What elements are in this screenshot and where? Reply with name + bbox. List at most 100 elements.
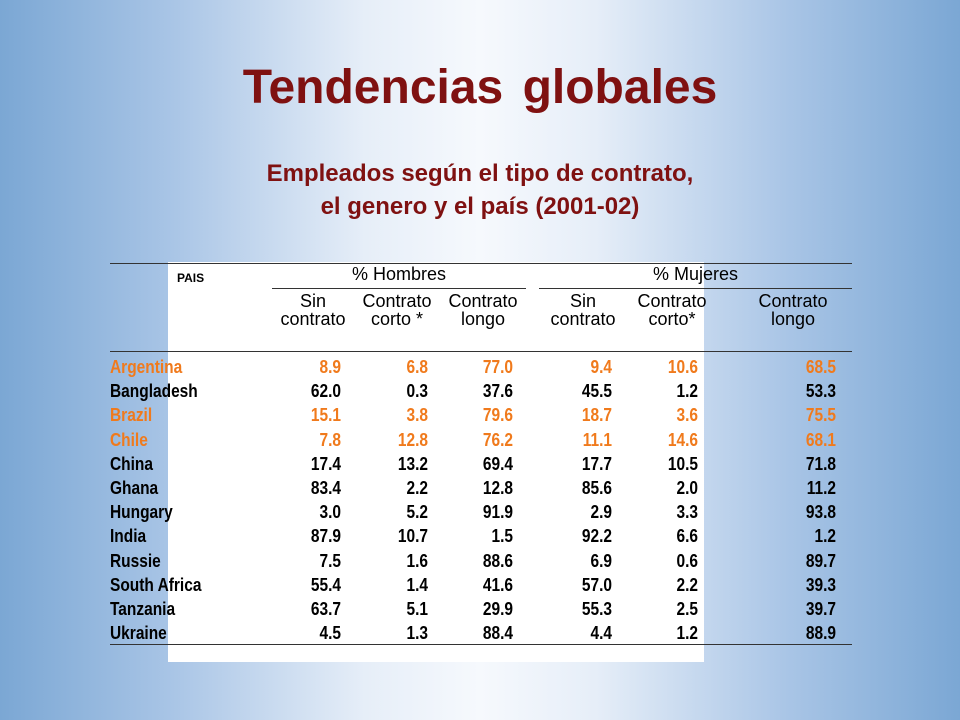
- pais-header: PAIS: [177, 271, 205, 285]
- men-group-rule: [272, 288, 526, 289]
- men-value-1: 15.1: [310, 405, 341, 426]
- men-value-2: 5.2: [406, 502, 428, 523]
- men-value-3: 12.8: [482, 478, 513, 498]
- women-value-3: 11.2: [806, 478, 836, 498]
- men-group-header: % Hombres: [351, 264, 447, 284]
- men-value-2: 1.3: [406, 623, 428, 644]
- men-value-3: 77.0: [482, 357, 513, 377]
- country-name: Russie: [110, 550, 161, 571]
- women-value-3: 89.7: [805, 550, 836, 571]
- country-name: China: [110, 453, 154, 474]
- women-value-3: 68.1: [805, 429, 836, 450]
- men-value-2: 2.2: [406, 478, 428, 498]
- men-value-2: 1.6: [406, 550, 428, 571]
- men-col-2-header: Contrato corto *: [362, 291, 432, 329]
- top-rule: [110, 263, 852, 264]
- women-value-2: 2.0: [676, 478, 698, 498]
- women-value-2: 14.6: [667, 429, 698, 450]
- women-value-1: 85.6: [581, 478, 612, 498]
- men-value-3: 91.9: [482, 502, 513, 523]
- country-name: Ghana: [110, 478, 159, 498]
- women-value-3: 39.3: [805, 574, 836, 595]
- women-value-2: 2.5: [676, 599, 698, 619]
- women-value-2: 3.3: [676, 502, 698, 523]
- women-value-2: 2.2: [676, 574, 698, 595]
- men-value-2: 10.7: [397, 526, 428, 547]
- men-value-1: 7.5: [319, 550, 341, 571]
- men-value-1: 7.8: [319, 429, 341, 450]
- women-value-1: 92.2: [581, 526, 612, 547]
- women-col-3-header: Contrato longo: [758, 291, 828, 329]
- country-name: Hungary: [110, 502, 173, 523]
- men-col-1-header: Sin contrato: [280, 291, 346, 329]
- women-value-3: 88.9: [805, 623, 836, 644]
- women-col-1-header: Sin contrato: [550, 291, 616, 329]
- women-value-2: 1.2: [676, 623, 698, 644]
- women-col-2-header: Contrato corto*: [637, 291, 707, 329]
- table-panel: [168, 262, 704, 662]
- men-value-1: 62.0: [310, 381, 341, 402]
- country-name: Brazil: [110, 405, 153, 426]
- women-value-3: 71.8: [805, 453, 836, 474]
- men-value-3: 88.4: [482, 623, 513, 644]
- men-value-1: 83.4: [310, 478, 341, 498]
- men-value-3: 29.9: [482, 599, 513, 619]
- men-value-2: 13.2: [397, 453, 428, 474]
- men-value-2: 3.8: [406, 405, 428, 426]
- women-value-3: 39.7: [805, 599, 836, 619]
- women-value-2: 10.5: [667, 453, 698, 474]
- women-value-1: 17.7: [581, 453, 612, 474]
- women-value-3: 93.8: [805, 502, 836, 523]
- country-name: Ukraine: [110, 623, 167, 644]
- men-value-1: 8.9: [319, 357, 341, 377]
- men-value-3: 76.2: [482, 429, 513, 450]
- men-value-3: 88.6: [482, 550, 513, 571]
- women-value-1: 6.9: [590, 550, 612, 571]
- women-value-1: 2.9: [590, 502, 612, 523]
- country-name: India: [110, 526, 147, 547]
- men-value-3: 1.5: [491, 526, 513, 547]
- women-value-2: 10.6: [667, 357, 698, 377]
- women-value-3: 1.2: [814, 526, 836, 547]
- women-value-2: 0.6: [676, 550, 698, 571]
- men-value-1: 3.0: [319, 502, 341, 523]
- header-bottom-rule: [110, 351, 852, 352]
- women-value-1: 57.0: [581, 574, 612, 595]
- men-value-1: 55.4: [310, 574, 341, 595]
- country-name: Chile: [110, 429, 148, 450]
- women-value-1: 45.5: [581, 381, 612, 402]
- women-value-1: 18.7: [581, 405, 612, 426]
- men-value-2: 6.8: [406, 357, 428, 377]
- slide-subtitle: Empleados según el tipo de contrato, el …: [0, 157, 960, 223]
- slide-title: Tendencias globales: [242, 61, 718, 114]
- women-value-1: 9.4: [590, 357, 612, 377]
- women-value-3: 53.3: [805, 381, 836, 402]
- men-value-2: 5.1: [406, 599, 428, 619]
- men-value-3: 37.6: [482, 381, 513, 402]
- women-value-2: 3.6: [676, 405, 698, 426]
- women-value-2: 6.6: [676, 526, 698, 547]
- country-name: Tanzania: [110, 599, 176, 619]
- women-value-3: 75.5: [805, 405, 836, 426]
- women-value-1: 4.4: [590, 623, 612, 644]
- women-value-3: 68.5: [805, 357, 836, 377]
- men-value-2: 12.8: [397, 429, 428, 450]
- men-value-1: 63.7: [310, 599, 341, 619]
- men-value-2: 1.4: [406, 574, 428, 595]
- country-name: Argentina: [110, 357, 183, 377]
- men-value-3: 41.6: [482, 574, 513, 595]
- subtitle-line-2: el genero y el país (2001-02): [320, 193, 640, 220]
- country-name: South Africa: [110, 574, 202, 595]
- men-value-1: 17.4: [310, 453, 341, 474]
- men-value-2: 0.3: [406, 381, 428, 402]
- men-value-1: 87.9: [310, 526, 341, 547]
- women-group-rule: [539, 288, 852, 289]
- men-value-1: 4.5: [319, 623, 341, 644]
- women-value-1: 11.1: [582, 429, 612, 450]
- women-value-1: 55.3: [581, 599, 612, 619]
- women-group-header: % Mujeres: [652, 264, 739, 284]
- men-value-3: 79.6: [482, 405, 513, 426]
- country-name: Bangladesh: [110, 381, 198, 402]
- men-col-3-header: Contrato longo: [448, 291, 518, 329]
- men-value-3: 69.4: [482, 453, 513, 474]
